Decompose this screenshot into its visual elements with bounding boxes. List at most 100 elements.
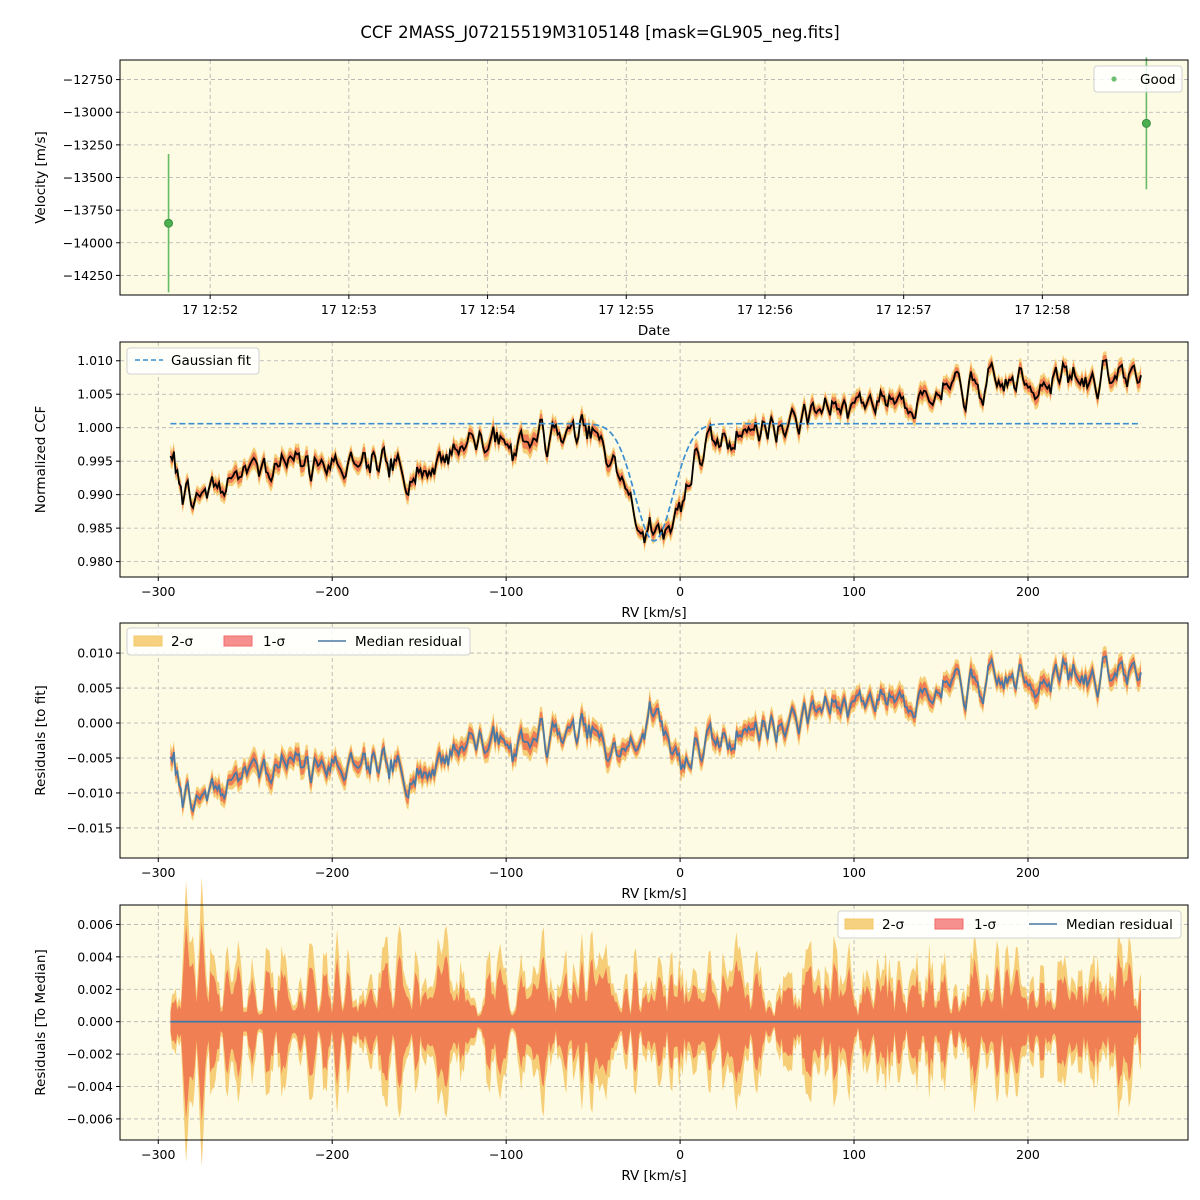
x-tick-label: 0 — [676, 584, 684, 599]
velocity-point — [164, 218, 174, 228]
velocity-xlabel: Date — [638, 323, 670, 339]
x-tick-label: 100 — [842, 584, 866, 599]
ccf-ticks: −300 −200 −100 0 100 200 0.980 0.985 0.990 0.995 1… — [77, 353, 1040, 599]
y-tick-label: −13250 — [63, 137, 113, 152]
x-tick-label: 100 — [842, 1147, 866, 1162]
legend-sigma2-swatch — [844, 918, 874, 930]
legend-frame — [1093, 65, 1183, 93]
y-tick-label: 1.000 — [77, 420, 113, 435]
ccf-axes-frame — [119, 341, 1189, 578]
legend-frame — [837, 910, 1182, 939]
legend-gauss-label: Gaussian fit — [171, 353, 251, 369]
ccf-data — [169, 351, 1142, 552]
y-tick-label: 0.995 — [77, 454, 113, 469]
ccf-panel: −300 −200 −100 0 100 200 0.980 0.985 0.990 0.995 1… — [33, 341, 1189, 621]
y-tick-label: 0.005 — [77, 681, 113, 696]
residuals-median-legend: 2-σ 1-σ Median residual — [837, 910, 1182, 939]
x-tick-label: −200 — [315, 865, 349, 880]
velocity-grid — [120, 60, 1188, 295]
x-tick-label: 17 12:54 — [460, 302, 516, 317]
x-tick-label: −200 — [315, 1147, 349, 1162]
x-tick-label: 200 — [1016, 865, 1040, 880]
y-tick-label: −13750 — [63, 203, 113, 218]
y-tick-label: −14250 — [63, 268, 113, 283]
residuals-fit-legend: 2-σ 1-σ Median residual — [126, 627, 471, 656]
x-tick-label: 17 12:55 — [598, 302, 654, 317]
y-tick-label: 0.010 — [77, 646, 113, 661]
legend-good-label: Good — [1140, 72, 1176, 88]
x-tick-label: 200 — [1016, 1147, 1040, 1162]
x-tick-label: 200 — [1016, 584, 1040, 599]
x-tick-label: 17 12:58 — [1014, 302, 1070, 317]
x-tick-label: −100 — [489, 865, 523, 880]
ccf-legend: Gaussian fit — [126, 347, 260, 375]
residuals-median-ylabel: Residuals [To Median] — [33, 949, 49, 1095]
y-tick-label: 0.004 — [77, 949, 113, 964]
x-tick-label: 100 — [842, 865, 866, 880]
x-tick-label: 0 — [676, 865, 684, 880]
ccf-sigma1-band — [170, 354, 1142, 549]
y-tick-label: 1.010 — [77, 353, 113, 368]
x-tick-label: −300 — [141, 865, 175, 880]
legend-sigma2-swatch — [133, 635, 163, 647]
residuals-fit-axes-frame — [119, 622, 1189, 859]
y-tick-label: −12750 — [63, 72, 113, 87]
residual-sigma1-band — [170, 650, 1142, 817]
x-tick-label: 17 12:53 — [321, 302, 377, 317]
residuals-median-xlabel: RV [km/s] — [621, 1168, 686, 1184]
y-tick-label: 1.005 — [77, 387, 113, 402]
residuals-median-data — [170, 876, 1142, 1167]
x-tick-label: 17 12:56 — [737, 302, 793, 317]
y-tick-label: 0.990 — [77, 487, 113, 502]
legend-median-label: Median residual — [355, 634, 462, 650]
residuals-median-ticks: −300 −200 −100 0 100 200 −0.006 −0.004 −0.002 0.0… — [67, 917, 1040, 1162]
legend-sigma2-label: 2-σ — [882, 917, 904, 933]
velocity-legend: Good — [1093, 65, 1183, 93]
legend-frame — [126, 627, 471, 656]
velocity-ticks: 17 12:52 17 12:53 17 12:54 17 12:55 17 12:56… — [63, 72, 1071, 317]
x-tick-label: −300 — [141, 1147, 175, 1162]
x-tick-label: −300 — [141, 584, 175, 599]
legend-frame — [126, 347, 260, 375]
legend-sigma1-label: 1-σ — [263, 634, 285, 650]
y-tick-label: −13000 — [63, 105, 113, 120]
x-tick-label: 17 12:57 — [876, 302, 932, 317]
y-tick-label: −0.004 — [67, 1079, 113, 1094]
ccf-ylabel: Normalized CCF — [33, 406, 49, 513]
y-tick-label: −0.010 — [67, 785, 113, 800]
residual-median-line — [169, 655, 1142, 814]
ccf-xlabel: RV [km/s] — [621, 605, 686, 621]
legend-sigma1-label: 1-σ — [974, 917, 996, 933]
legend-sigma1-swatch — [934, 918, 964, 930]
y-tick-label: −0.005 — [67, 750, 113, 765]
y-tick-label: 0.000 — [77, 1014, 113, 1029]
residuals-fit-ylabel: Residuals [to fit] — [33, 685, 49, 796]
residuals-median-axes-frame — [119, 904, 1189, 1141]
figure-title: CCF 2MASS_J07215519M3105148 [mask=GL905_… — [360, 23, 839, 43]
y-tick-label: −0.015 — [67, 820, 113, 835]
velocity-point — [1141, 118, 1151, 128]
velocity-ylabel: Velocity [m/s] — [33, 131, 49, 224]
y-tick-label: 0.006 — [77, 917, 113, 932]
y-tick-label: 0.000 — [77, 716, 113, 731]
legend-sigma1-swatch — [223, 635, 253, 647]
ccf-median-line — [169, 358, 1142, 544]
residuals-fit-xlabel: RV [km/s] — [621, 886, 686, 902]
legend-sigma2-label: 2-σ — [171, 634, 193, 650]
legend-good-marker — [1111, 76, 1117, 82]
y-tick-label: 0.985 — [77, 521, 113, 536]
residuals-fit-ticks: −300 −200 −100 0 100 200 −0.015 −0.010 −0.005 0.0… — [67, 646, 1040, 880]
x-tick-label: −100 — [489, 1147, 523, 1162]
residuals-fit-axes-background — [120, 623, 1188, 858]
residuals-fit-data — [169, 646, 1142, 822]
y-tick-label: −14000 — [63, 235, 113, 250]
residuals-median-panel: −300 −200 −100 0 100 200 −0.006 −0.004 −0.002 0.0… — [33, 876, 1189, 1184]
x-tick-label: −100 — [489, 584, 523, 599]
y-tick-label: −0.002 — [67, 1047, 113, 1062]
y-tick-label: −0.006 — [67, 1111, 113, 1126]
y-tick-label: 0.002 — [77, 982, 113, 997]
gaussian-fit-line — [170, 422, 1142, 542]
x-tick-label: −200 — [315, 584, 349, 599]
x-tick-label: 17 12:52 — [182, 302, 238, 317]
